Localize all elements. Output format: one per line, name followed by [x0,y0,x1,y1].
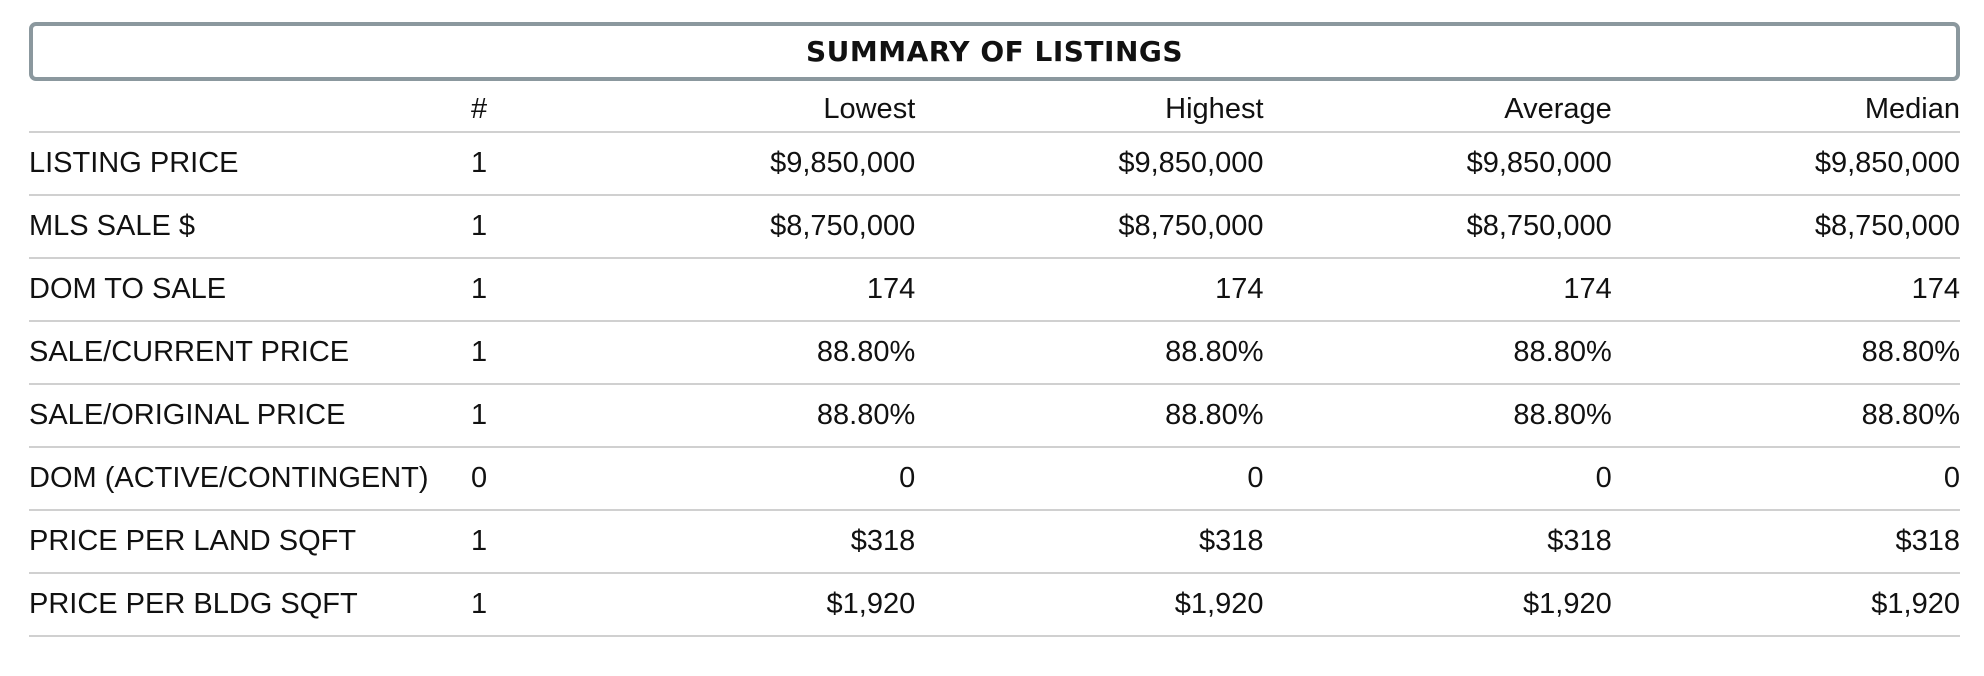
row-median: 88.80% [1611,321,1960,385]
row-label: PRICE PER BLDG SQFT [29,573,465,637]
row-highest: $8,750,000 [915,195,1264,259]
row-median: $318 [1611,510,1960,574]
row-average: 0 [1263,447,1612,511]
table-header-row: # Lowest Highest Average Median [29,87,1960,133]
row-count: 1 [465,195,567,259]
row-count: 1 [465,384,567,448]
table-row-price-per-bldg-sqft: PRICE PER BLDG SQFT 1 $1,920 $1,920 $1,9… [29,573,1960,637]
row-highest: 88.80% [915,384,1264,448]
row-highest: 174 [915,258,1264,322]
row-lowest: 0 [567,447,916,511]
row-count: 1 [465,510,567,574]
row-count: 1 [465,573,567,637]
row-median: $8,750,000 [1611,195,1960,259]
row-highest: $9,850,000 [915,132,1264,196]
header-label [29,87,465,133]
row-lowest: 88.80% [567,321,916,385]
row-average: 88.80% [1263,384,1612,448]
row-median: 0 [1611,447,1960,511]
row-median: 88.80% [1611,384,1960,448]
table-row-dom-to-sale: DOM TO SALE 1 174 174 174 174 [29,258,1960,322]
row-lowest: $1,920 [567,573,916,637]
row-label: LISTING PRICE [29,132,465,196]
table-row-dom-active-contingent: DOM (ACTIVE/CONTINGENT) 0 0 0 0 0 [29,447,1960,511]
summary-title: SUMMARY OF LISTINGS [805,35,1184,68]
row-count: 0 [465,447,567,511]
header-highest: Highest [915,87,1264,133]
row-lowest: 88.80% [567,384,916,448]
table-row-mls-sale: MLS SALE $ 1 $8,750,000 $8,750,000 $8,75… [29,195,1960,259]
row-median: 174 [1611,258,1960,322]
row-highest: $318 [915,510,1264,574]
row-average: $8,750,000 [1263,195,1612,259]
row-count: 1 [465,258,567,322]
summary-table: # Lowest Highest Average Median LISTING … [29,87,1960,637]
row-lowest: 174 [567,258,916,322]
row-lowest: $318 [567,510,916,574]
row-count: 1 [465,321,567,385]
table-row-sale-current-price: SALE/CURRENT PRICE 1 88.80% 88.80% 88.80… [29,321,1960,385]
row-label: SALE/ORIGINAL PRICE [29,384,465,448]
row-highest: $1,920 [915,573,1264,637]
header-average: Average [1263,87,1612,133]
header-count: # [465,87,567,133]
row-count: 1 [465,132,567,196]
row-label: SALE/CURRENT PRICE [29,321,465,385]
summary-title-box: SUMMARY OF LISTINGS [29,22,1960,81]
table-row-listing-price: LISTING PRICE 1 $9,850,000 $9,850,000 $9… [29,132,1960,196]
row-lowest: $9,850,000 [567,132,916,196]
row-lowest: $8,750,000 [567,195,916,259]
row-label: DOM TO SALE [29,258,465,322]
row-average: 88.80% [1263,321,1612,385]
row-highest: 88.80% [915,321,1264,385]
row-label: MLS SALE $ [29,195,465,259]
table-row-sale-original-price: SALE/ORIGINAL PRICE 1 88.80% 88.80% 88.8… [29,384,1960,448]
row-median: $1,920 [1611,573,1960,637]
row-average: $9,850,000 [1263,132,1612,196]
row-average: $318 [1263,510,1612,574]
row-median: $9,850,000 [1611,132,1960,196]
header-lowest: Lowest [567,87,916,133]
row-highest: 0 [915,447,1264,511]
header-median: Median [1611,87,1960,133]
row-average: 174 [1263,258,1612,322]
row-label: PRICE PER LAND SQFT [29,510,465,574]
summary-panel: SUMMARY OF LISTINGS # Lowest Highest Ave… [29,22,1960,637]
table-row-price-per-land-sqft: PRICE PER LAND SQFT 1 $318 $318 $318 $31… [29,510,1960,574]
row-average: $1,920 [1263,573,1612,637]
row-label: DOM (ACTIVE/CONTINGENT) [29,447,465,511]
